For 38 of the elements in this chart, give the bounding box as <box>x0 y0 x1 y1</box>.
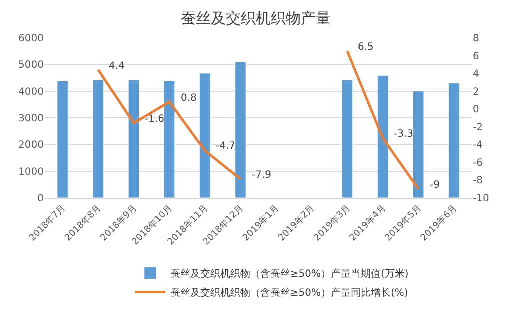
y2-tick-label: 2 <box>473 86 480 98</box>
bar <box>377 76 389 198</box>
bar <box>413 91 424 198</box>
data-label: -7.9 <box>252 170 272 181</box>
data-label: -3.3 <box>394 129 414 140</box>
bar <box>128 80 140 198</box>
data-label: 4.4 <box>109 61 125 72</box>
bar <box>448 83 460 198</box>
data-label: -9 <box>430 180 440 191</box>
bar <box>92 80 104 198</box>
y2-tick-label: -10 <box>473 194 490 204</box>
y2-tick-label: -8 <box>473 176 483 187</box>
chart-title: 蚕丝及交织机织物产量 <box>181 9 331 28</box>
bar <box>200 73 211 198</box>
y-tick-label: 2000 <box>18 140 44 152</box>
y2-tick-label: -4 <box>473 140 483 152</box>
data-label: -1.6 <box>145 114 165 125</box>
y-tick-label: 3000 <box>18 114 44 124</box>
data-label: 0.8 <box>181 93 197 104</box>
bar <box>235 62 246 198</box>
y2-tick-label: 8 <box>473 34 480 44</box>
y-tick-label: 1000 <box>18 166 44 178</box>
data-label: 6.5 <box>358 42 374 53</box>
bar <box>57 80 68 198</box>
legend-label: 蚕丝及交织机织物（含蚕丝≥50%）产量同比增长(%) <box>170 287 408 300</box>
y2-tick-label: -2 <box>473 122 483 134</box>
y-tick-label: 4000 <box>18 86 44 98</box>
y-tick-label: 6000 <box>18 34 44 44</box>
y2-tick-label: 0 <box>473 104 480 116</box>
y2-tick-label: 6 <box>473 51 480 62</box>
legend-label: 蚕丝及交织机织物（含蚕丝≥50%）产量当期值(万米) <box>170 268 409 280</box>
y2-tick-label: -6 <box>473 158 483 169</box>
bar <box>342 80 354 198</box>
data-label: -4.7 <box>216 141 236 152</box>
y-tick-label: 0 <box>38 194 44 204</box>
bar <box>164 80 176 198</box>
y-tick-label: 5000 <box>18 60 44 72</box>
y2-tick-label: 4 <box>473 69 480 80</box>
